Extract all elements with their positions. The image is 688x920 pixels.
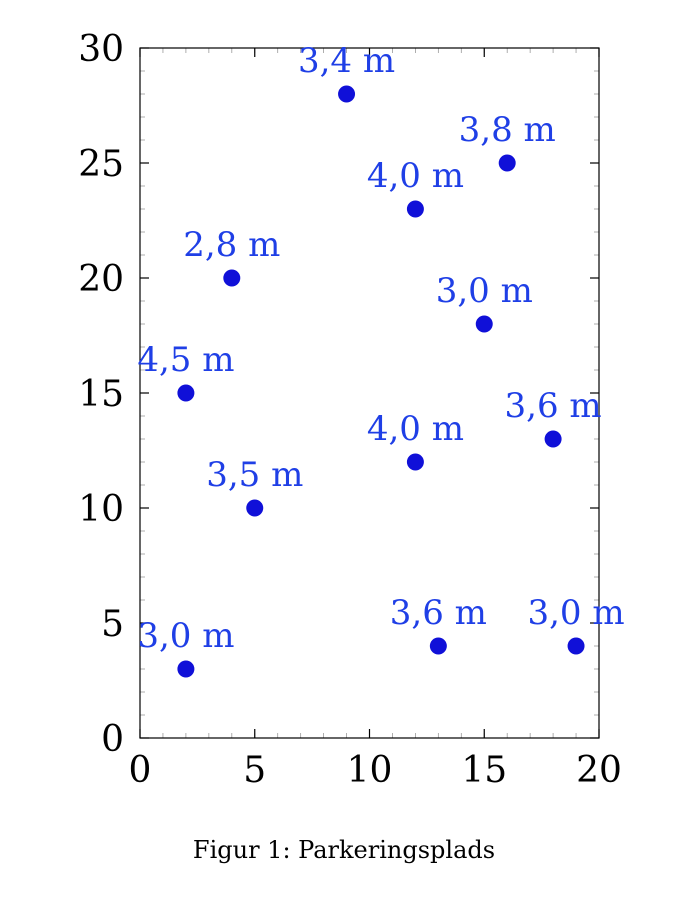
data-label: 2,8 m	[183, 225, 280, 265]
data-label: 3,0 m	[527, 593, 624, 633]
data-point	[475, 315, 493, 333]
data-label: 3,5 m	[206, 455, 303, 495]
y-tick-label: 10	[78, 489, 124, 530]
x-tick-label: 20	[576, 750, 622, 791]
x-tick-label: 0	[129, 750, 152, 791]
data-label: 3,0 m	[436, 271, 533, 311]
y-tick-label: 30	[78, 29, 124, 70]
data-point	[338, 85, 356, 103]
data-label: 4,0 m	[367, 409, 464, 449]
data-label: 3,6 m	[390, 593, 487, 633]
data-labels: 3,4 m 3,8 m 4,0 m 2,8 m 3,0 m 4,5 m 3,6 m 4,0 m…	[137, 41, 624, 656]
data-point	[498, 154, 516, 172]
x-tick-label: 5	[243, 750, 266, 791]
y-tick-labels: 0 5 10 15 20 25 30	[78, 29, 124, 760]
data-label: 3,4 m	[298, 41, 395, 81]
figure-caption: Figur 1: Parkeringsplads	[192, 836, 496, 864]
data-point	[567, 637, 585, 655]
data-point	[177, 384, 195, 402]
data-point	[246, 499, 264, 517]
y-tick-label: 25	[78, 144, 124, 185]
y-tick-label: 0	[101, 719, 124, 760]
data-point	[406, 200, 424, 218]
y-tick-label: 5	[101, 604, 124, 645]
x-tick-labels: 0 5 10 15 20	[129, 750, 622, 791]
data-point	[177, 660, 195, 678]
y-tick-label: 20	[78, 259, 124, 300]
data-label: 3,8 m	[459, 110, 556, 150]
data-label: 3,0 m	[137, 616, 234, 656]
x-tick-label: 10	[347, 750, 393, 791]
data-points	[177, 85, 585, 678]
data-point	[429, 637, 447, 655]
data-point	[406, 453, 424, 471]
data-label: 4,0 m	[367, 156, 464, 196]
data-label: 4,5 m	[137, 340, 234, 380]
data-point	[544, 430, 562, 448]
data-label: 3,6 m	[505, 386, 602, 426]
x-tick-label: 15	[461, 750, 507, 791]
data-point	[223, 269, 241, 287]
y-tick-label: 15	[78, 374, 124, 415]
plot-frame	[139, 47, 600, 739]
